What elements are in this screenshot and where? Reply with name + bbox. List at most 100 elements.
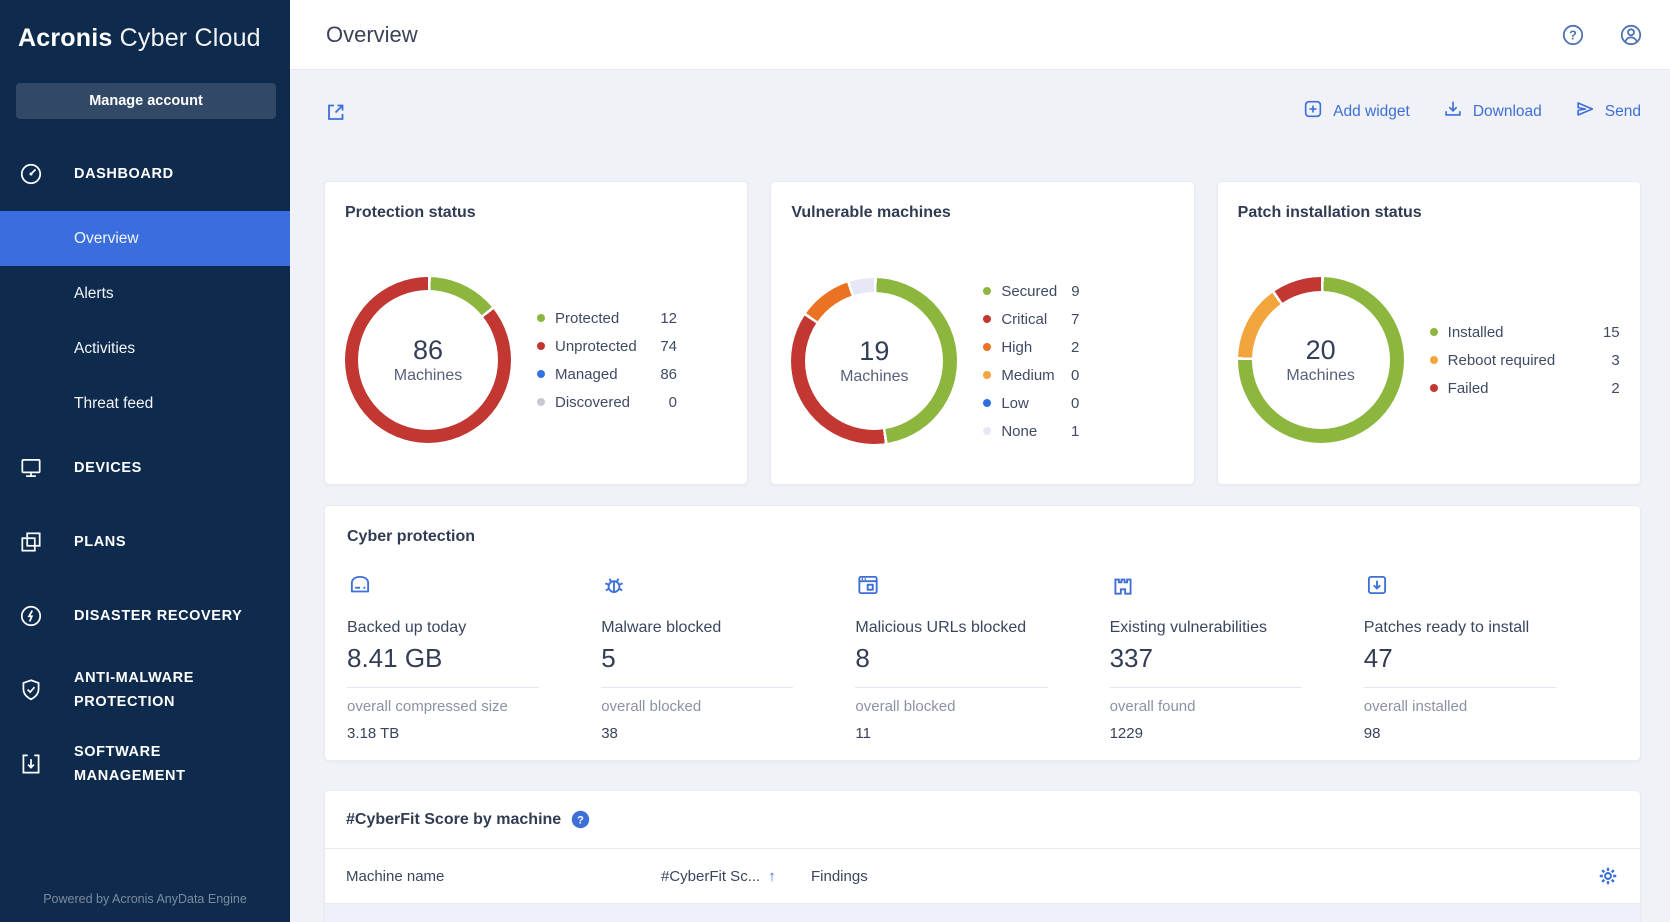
monitor-icon [18, 455, 44, 481]
sidebar-nav: DASHBOARD Overview Alerts Activities Thr… [0, 137, 290, 801]
donut-ring [1237, 277, 1404, 443]
stat-sublabel: overall installed [1363, 698, 1468, 715]
stat-malicious-urls-blocked: Malicious URLs blocked 8 overall blocked… [855, 572, 1109, 742]
gear-icon[interactable] [1597, 865, 1619, 887]
legend-item: Low 0 [983, 389, 1079, 417]
legend-dot [983, 427, 992, 435]
legend-label: High [1001, 338, 1033, 356]
manage-account-button[interactable]: Manage account [16, 83, 276, 119]
legend-dot [983, 343, 992, 351]
legend-item: Installed 15 [1429, 318, 1620, 346]
widget-cyber-protection: Cyber protection Backed up today 8.41 GB… [324, 505, 1641, 761]
stat-value: 8.41 GB [347, 643, 443, 673]
stat-subvalue: 3.18 TB [347, 725, 400, 742]
donut-center-label: Machines [1286, 367, 1355, 384]
divider [855, 687, 1048, 688]
sidebar-item-alerts[interactable]: Alerts [0, 266, 290, 321]
stat-label: Existing vulnerabilities [1109, 619, 1267, 636]
sidebar-item-label: Threat feed [74, 394, 154, 412]
legend-dot [537, 342, 545, 350]
legend-label: Medium [1001, 366, 1055, 384]
legend-label: None [1001, 422, 1038, 440]
donut-ring [345, 277, 511, 443]
donut-center-value: 20 [1305, 335, 1336, 365]
sidebar-item-label: SOFTWARE MANAGEMENT [74, 744, 186, 784]
sidebar-item-plans[interactable]: PLANS [0, 505, 290, 579]
help-icon[interactable]: ? [1561, 23, 1585, 47]
legend-dot [983, 315, 992, 323]
stat-label: Malicious URLs blocked [855, 619, 1027, 636]
widget-title: #CyberFit Score by machine [346, 810, 562, 828]
patch-install-icon [1364, 572, 1390, 598]
patch-status-donut: 20 Machines [1237, 277, 1404, 443]
legend-label: Managed [555, 365, 618, 383]
sidebar: Acronis Cyber Cloud Manage account DASHB… [0, 0, 290, 922]
legend-item: Failed 2 [1429, 374, 1620, 402]
stat-value: 8 [855, 643, 870, 673]
legend-dot [537, 370, 545, 378]
legend-item: Medium 0 [983, 361, 1079, 389]
add-widget-label: Add widget [1333, 102, 1410, 120]
stat-sublabel: overall blocked [601, 698, 702, 715]
svg-text:?: ? [577, 814, 584, 826]
legend-value: 2 [1070, 338, 1080, 356]
download-button[interactable]: Download [1442, 98, 1542, 125]
stat-sublabel: overall blocked [855, 698, 956, 715]
stat-value: 5 [601, 643, 616, 673]
legend-item: Critical 7 [983, 305, 1079, 333]
sidebar-item-dashboard[interactable]: DASHBOARD [0, 137, 290, 211]
help-badge-icon[interactable]: ? [571, 810, 590, 829]
stat-label: Patches ready to install [1363, 619, 1530, 636]
legend-label: Installed [1447, 323, 1504, 341]
plans-icon [18, 529, 44, 555]
add-widget-plus-icon [1302, 98, 1324, 125]
column-header-findings[interactable]: Findings [811, 867, 868, 885]
legend-value: 15 [1602, 323, 1620, 341]
account-icon[interactable] [1619, 23, 1643, 47]
legend-value: 0 [1070, 366, 1080, 384]
sidebar-item-anti-malware[interactable]: ANTI-MALWARE PROTECTION [0, 653, 290, 727]
open-in-new-window-icon[interactable] [324, 100, 348, 124]
send-label: Send [1604, 102, 1641, 120]
add-widget-button[interactable]: Add widget [1302, 98, 1410, 125]
donut-center-label: Machines [393, 367, 463, 384]
shield-check-icon [18, 677, 44, 703]
sidebar-item-disaster-recovery[interactable]: DISASTER RECOVERY [0, 579, 290, 653]
widget-patch-installation-status: Patch installation status 20 Machines In… [1216, 181, 1641, 485]
sidebar-item-software-management[interactable]: SOFTWARE MANAGEMENT [0, 727, 290, 801]
divider [347, 687, 540, 688]
column-header-machine-name[interactable]: Machine name [346, 867, 445, 885]
widget-protection-status: Protection status 86 Machines Protected 1… [324, 181, 749, 485]
legend-item: None 1 [983, 417, 1079, 445]
stat-patches-ready-to-install: Patches ready to install 47 overall inst… [1363, 572, 1618, 742]
legend-item: Unprotected 74 [537, 332, 677, 360]
divider [1363, 687, 1556, 688]
widget-title: Protection status [345, 204, 476, 221]
sidebar-item-overview[interactable]: Overview [0, 211, 290, 266]
logo-bold-text: Acronis [18, 24, 113, 52]
sidebar-item-activities[interactable]: Activities [0, 321, 290, 376]
sidebar-item-threat-feed[interactable]: Threat feed [0, 376, 290, 431]
sidebar-item-label: DEVICES [74, 460, 142, 476]
legend-dot [537, 314, 545, 322]
legend-value: 74 [660, 337, 677, 355]
sidebar-item-devices[interactable]: DEVICES [0, 431, 290, 505]
stat-subvalue: 38 [601, 725, 618, 742]
column-header-cyberfit-score[interactable]: #CyberFit Sc... ↑ [661, 868, 811, 885]
legend-dot [983, 371, 992, 379]
legend-dot [1429, 356, 1438, 364]
stat-subvalue: 11 [855, 725, 871, 742]
legend-label: Reboot required [1447, 351, 1556, 369]
patch-status-legend: Installed 15 Reboot required 3 Failed 2 [1429, 318, 1620, 402]
legend-value: 3 [1611, 351, 1620, 369]
logo-light-text: Cyber Cloud [112, 24, 261, 52]
widget-title: Vulnerable machines [791, 204, 951, 221]
vulnerable-machines-donut: 19 Machines [791, 278, 958, 444]
legend-label: Unprotected [555, 337, 637, 355]
download-label: Download [1472, 102, 1542, 120]
send-button[interactable]: Send [1574, 98, 1641, 125]
legend-item: High 2 [983, 333, 1079, 361]
dashboard-gauge-icon [18, 161, 44, 187]
legend-dot [1429, 384, 1438, 392]
